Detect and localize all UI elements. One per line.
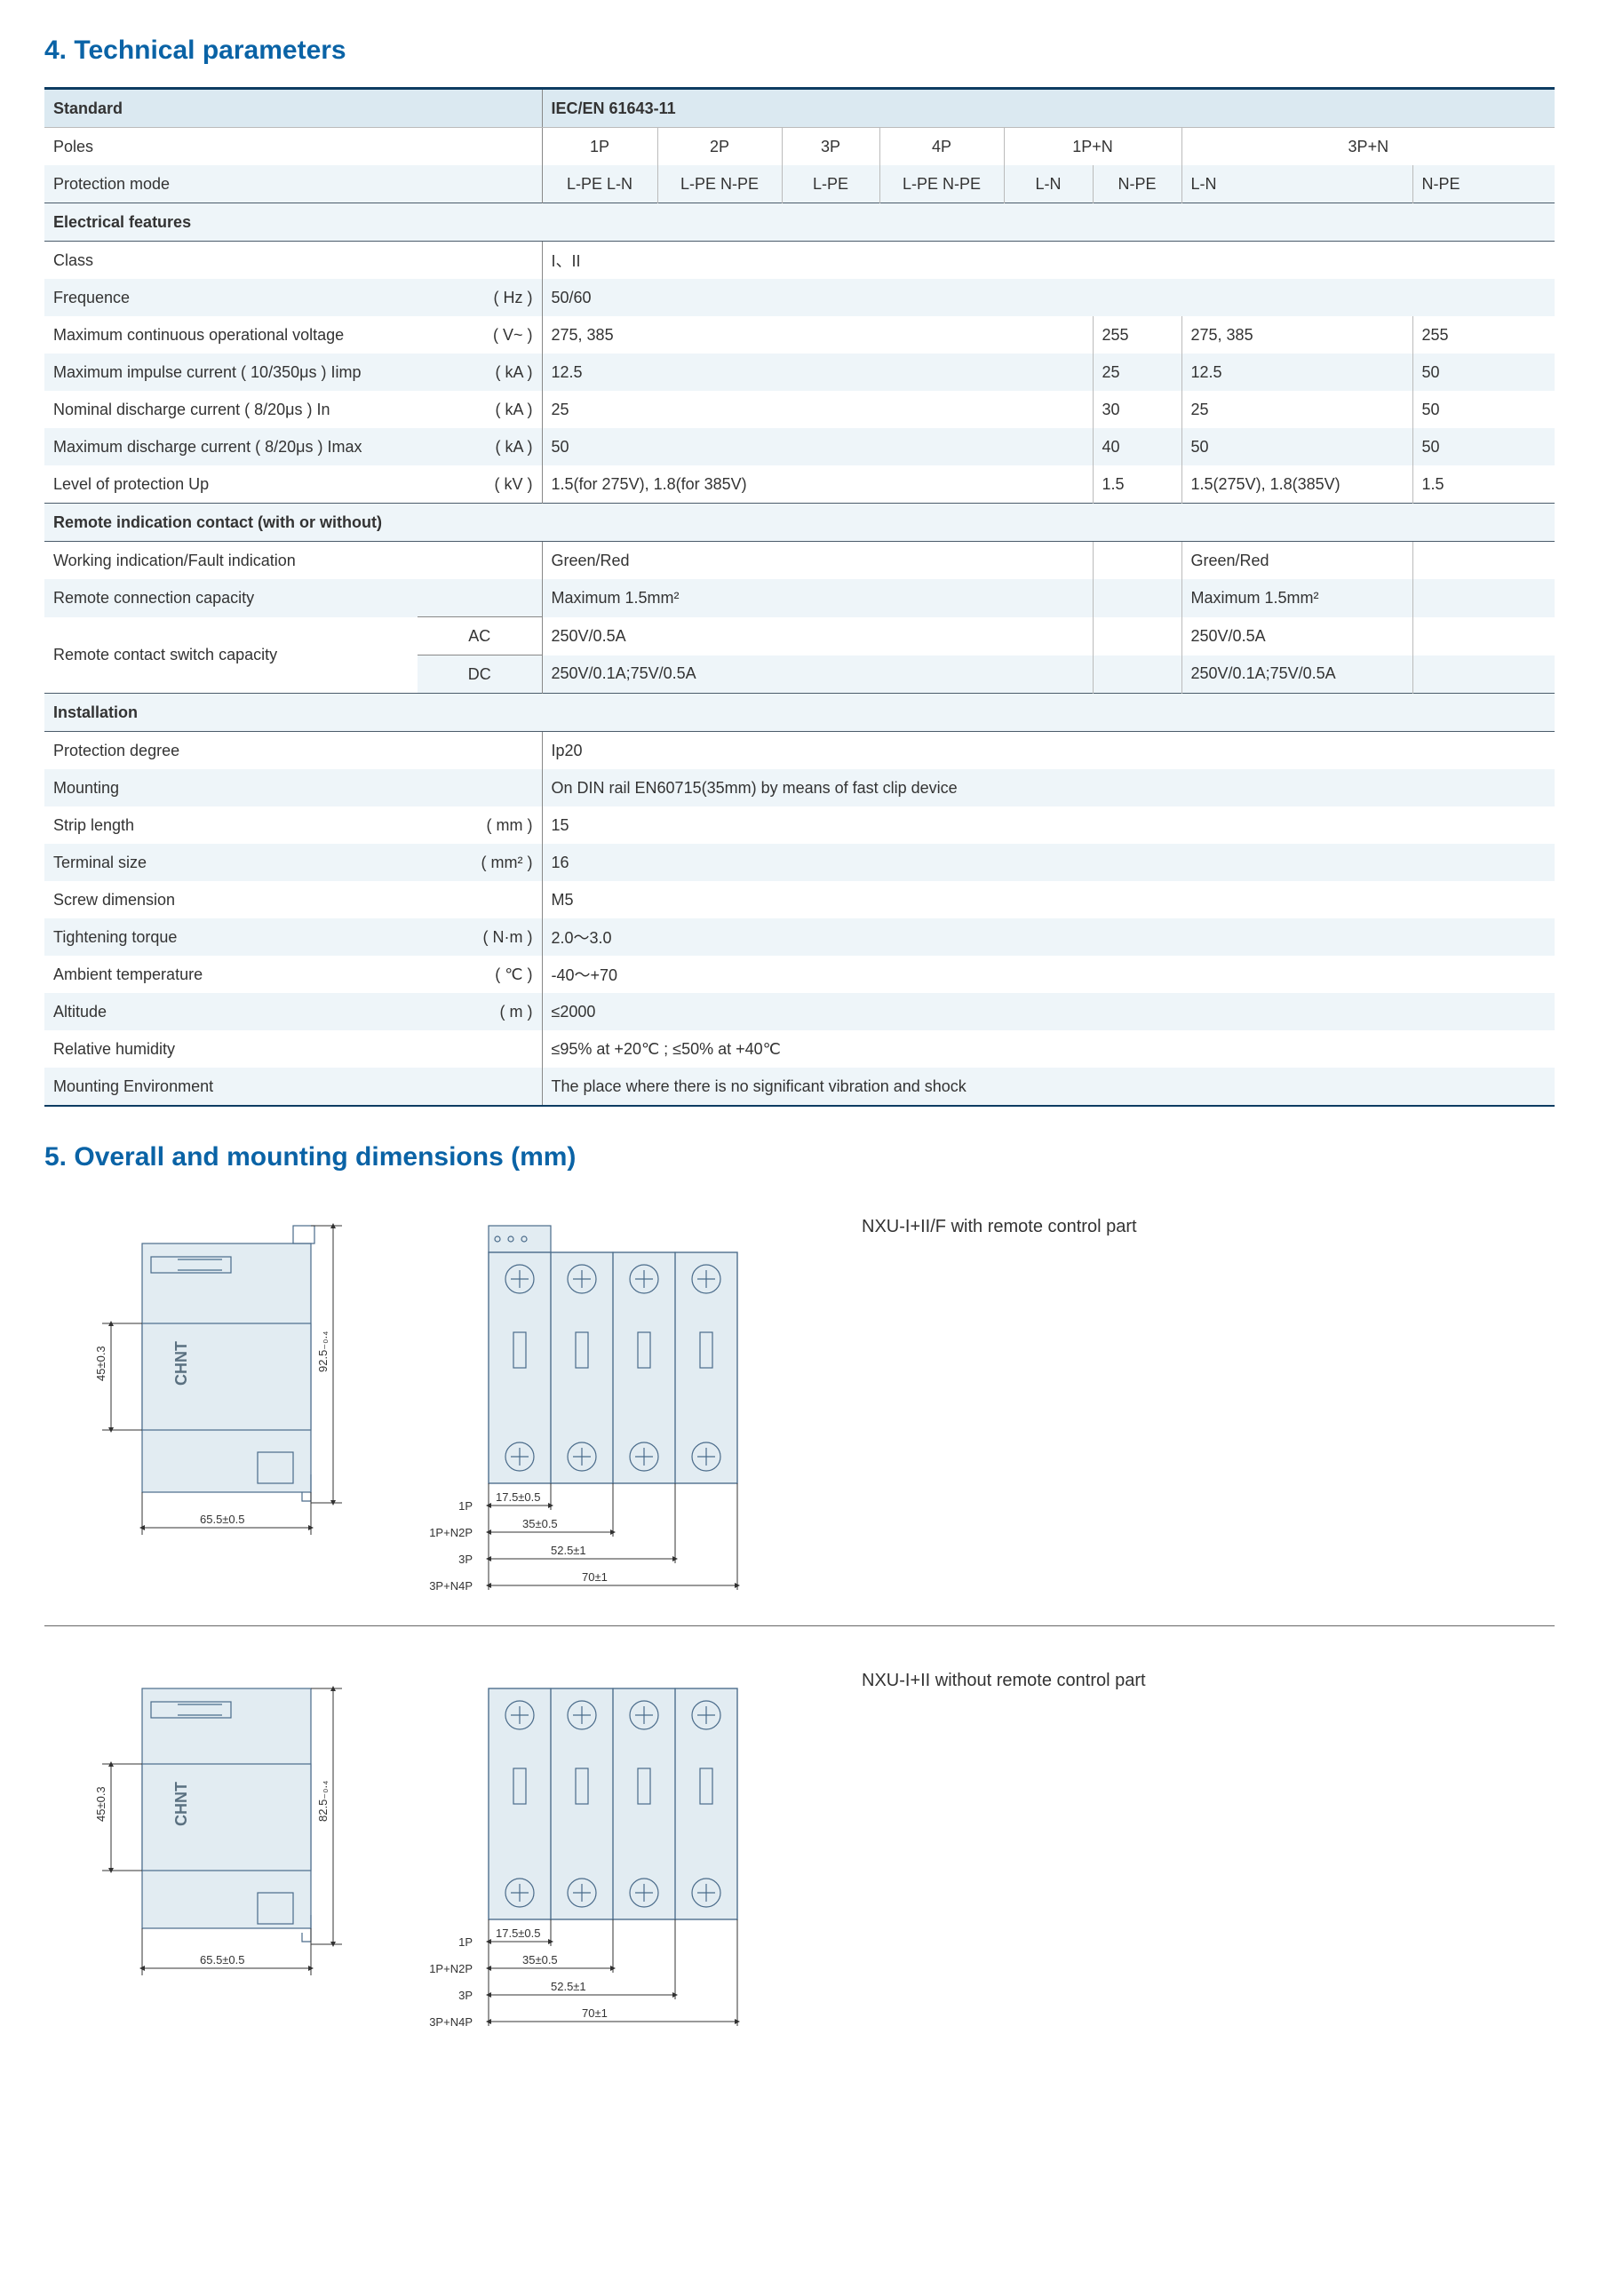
svg-text:CHNT: CHNT: [172, 1341, 190, 1386]
row-terminal-size: Terminal size( mm² ) 16: [44, 844, 1555, 881]
front-view-diagram-a: 1P 1P+N2P 3P 3P+N4P 17.5±0.5 35±0.5 52.5…: [418, 1208, 808, 1599]
row-altitude: Altitude( m ) ≤2000: [44, 993, 1555, 1030]
svg-text:CHNT: CHNT: [172, 1782, 190, 1826]
svg-text:52.5±1: 52.5±1: [551, 1980, 586, 1993]
label-standard: Standard: [44, 89, 542, 128]
svg-text:3P+N4P: 3P+N4P: [429, 2015, 473, 2029]
row-in: Nominal discharge current ( 8/20μs ) In(…: [44, 391, 1555, 428]
svg-text:35±0.5: 35±0.5: [522, 1517, 558, 1530]
svg-text:3P+N4P: 3P+N4P: [429, 1579, 473, 1593]
caption-b: NXU-I+II without remote control part: [862, 1662, 1555, 1691]
front-view-diagram-b: 1P 1P+N2P 3P 3P+N4P 17.5±0.5 35±0.5 52.5…: [418, 1662, 808, 2035]
row-protection-degree: Protection degree Ip20: [44, 732, 1555, 770]
row-up: Level of protection Up( kV ) 1.5(for 275…: [44, 465, 1555, 504]
diagram-group-b: CHNT 45±0.3 82.5₋₀.₄ 65.5±0.5: [44, 1662, 1555, 2035]
row-max-voltage: Maximum continuous operational voltage( …: [44, 316, 1555, 354]
row-humidity: Relative humidity ≤95% at +20℃ ; ≤50% at…: [44, 1030, 1555, 1068]
section5-title: 5. Overall and mounting dimensions (mm): [44, 1142, 1555, 1172]
svg-text:17.5±0.5: 17.5±0.5: [496, 1490, 541, 1504]
side-view-diagram-a: CHNT 45±0.3 92.5₋₀.₄ 65.5±0.5: [44, 1208, 364, 1563]
row-imax: Maximum discharge current ( 8/20μs ) Ima…: [44, 428, 1555, 465]
caption-a: NXU-I+II/F with remote control part: [862, 1208, 1555, 1237]
row-strip-length: Strip length( mm ) 15: [44, 806, 1555, 844]
row-class: Class I、II: [44, 242, 1555, 280]
svg-text:45±0.3: 45±0.3: [94, 1786, 107, 1822]
svg-text:65.5±0.5: 65.5±0.5: [200, 1953, 245, 1966]
label-poles: Poles: [44, 128, 542, 166]
section-installation: Installation: [44, 694, 1555, 732]
row-standard: Standard IEC/EN 61643-11: [44, 89, 1555, 128]
row-protection-mode: Protection mode L-PE L-N L-PE N-PE L-PE …: [44, 165, 1555, 203]
svg-text:1P+N2P: 1P+N2P: [429, 1526, 473, 1539]
svg-text:3P: 3P: [458, 1989, 473, 2002]
row-switch-ac: Remote contact switch capacity AC 250V/0…: [44, 617, 1555, 655]
row-iimp: Maximum impulse current ( 10/350μs ) Iim…: [44, 354, 1555, 391]
row-ambient: Ambient temperature( ℃ ) -40～+70: [44, 956, 1555, 993]
side-view-diagram-b: CHNT 45±0.3 82.5₋₀.₄ 65.5±0.5: [44, 1662, 364, 1999]
row-mounting-env: Mounting Environment The place where the…: [44, 1068, 1555, 1106]
svg-text:35±0.5: 35±0.5: [522, 1953, 558, 1966]
section4-title: 4. Technical parameters: [44, 36, 1555, 66]
dim-h2b: 82.5₋₀.₄: [316, 1781, 330, 1822]
section-remote: Remote indication contact (with or witho…: [44, 504, 1555, 542]
svg-text:52.5±1: 52.5±1: [551, 1544, 586, 1557]
diagram-divider: [44, 1625, 1555, 1626]
row-torque: Tightening torque( N·m ) 2.0～3.0: [44, 918, 1555, 956]
row-screw: Screw dimension M5: [44, 881, 1555, 918]
dim-h1: 45±0.3: [94, 1346, 107, 1381]
svg-text:70±1: 70±1: [582, 2006, 608, 2020]
row-mounting: Mounting On DIN rail EN60715(35mm) by me…: [44, 769, 1555, 806]
row-poles: Poles 1P 2P 3P 4P 1P+N 3P+N: [44, 128, 1555, 166]
dim-depth: 65.5±0.5: [200, 1513, 245, 1526]
svg-text:1P+N2P: 1P+N2P: [429, 1962, 473, 1975]
dim-h2a: 92.5₋₀.₄: [316, 1331, 330, 1372]
label-protmode: Protection mode: [44, 165, 542, 203]
svg-text:3P: 3P: [458, 1553, 473, 1566]
svg-text:17.5±0.5: 17.5±0.5: [496, 1927, 541, 1940]
row-frequence: Frequence( Hz ) 50/60: [44, 279, 1555, 316]
section-electrical: Electrical features: [44, 203, 1555, 242]
value-standard: IEC/EN 61643-11: [542, 89, 1555, 128]
technical-parameters-table: Standard IEC/EN 61643-11 Poles 1P 2P 3P …: [44, 87, 1555, 1107]
diagram-group-a: CHNT 45±0.3 92.5₋₀.₄ 65.5±0.5: [44, 1208, 1555, 1599]
row-working-indication: Working indication/Fault indication Gree…: [44, 542, 1555, 580]
row-remote-conn-capacity: Remote connection capacity Maximum 1.5mm…: [44, 579, 1555, 617]
svg-text:1P: 1P: [458, 1499, 473, 1513]
svg-text:1P: 1P: [458, 1935, 473, 1949]
svg-text:70±1: 70±1: [582, 1570, 608, 1584]
